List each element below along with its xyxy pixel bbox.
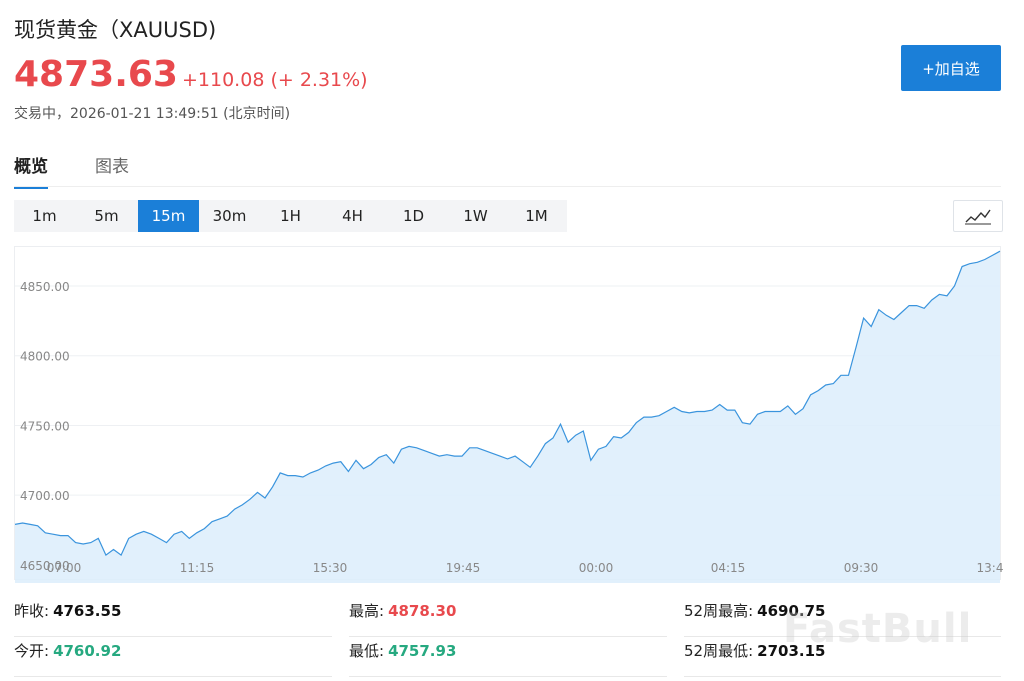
- y-axis-labels: 4650.00 4700.00 4750.00 4800.00 4850.00: [20, 280, 70, 573]
- price-change: +110.08 (+ 2.31%): [182, 69, 368, 91]
- interval-1mo[interactable]: 1M: [525, 207, 548, 225]
- stat-label: 最高:: [349, 602, 385, 620]
- price-line: [14, 250, 1001, 557]
- interval-selector: 1m 5m 15m 30m 1H 4H 1D 1W 1M: [14, 200, 567, 232]
- stat-label: 52周最低:: [684, 642, 754, 660]
- current-price: 4873.63: [14, 54, 178, 95]
- stat-prev-close: 昨收: 4763.55: [14, 600, 332, 637]
- stat-high: 最高: 4878.30: [349, 600, 667, 637]
- x-tick-label: 15:30: [313, 561, 348, 575]
- stat-value: 4878.30: [388, 602, 457, 620]
- stat-value: 2703.15: [757, 642, 826, 660]
- instrument-title: 现货黄金（XAUUSD): [14, 18, 217, 42]
- stat-value: 4760.92: [53, 642, 122, 660]
- interval-30m[interactable]: 30m: [212, 207, 247, 225]
- x-tick-label: 13:4: [977, 561, 1004, 575]
- x-tick-label: 04:15: [711, 561, 746, 575]
- y-tick-label: 4750.00: [20, 419, 70, 433]
- y-tick-label: 4650.00: [20, 559, 70, 573]
- x-tick-label: 00:00: [579, 561, 614, 575]
- x-tick-label: 09:30: [844, 561, 879, 575]
- stat-label: 今开:: [14, 642, 50, 660]
- stat-value: 4763.55: [53, 602, 122, 620]
- add-to-watchlist-button[interactable]: +加自选: [901, 45, 1001, 91]
- tab-bar: 概览 图表: [14, 150, 1001, 189]
- stat-label: 最低:: [349, 642, 385, 660]
- stat-low: 最低: 4757.93: [349, 640, 667, 677]
- interval-15m[interactable]: 15m: [138, 200, 199, 232]
- price-area-fill: [15, 251, 1000, 583]
- trading-status: 交易中，2026-01-21 13:49:51 (北京时间): [14, 106, 291, 122]
- interval-1w[interactable]: 1W: [463, 207, 488, 225]
- stat-value: 4690.75: [757, 602, 826, 620]
- price-chart[interactable]: 4650.00 4700.00 4750.00 4800.00 4850.00 07:0…: [0, 0, 1024, 590]
- watermark-logo: FastBull: [783, 606, 973, 652]
- interval-4h[interactable]: 4H: [342, 207, 363, 225]
- stat-label: 52周最高:: [684, 602, 754, 620]
- interval-1d[interactable]: 1D: [402, 207, 425, 225]
- interval-5m[interactable]: 5m: [94, 207, 119, 225]
- stats-panel: 昨收: 4763.55 今开: 4760.92 最高: 4878.30 最低: 4757…: [0, 590, 1024, 681]
- x-tick-label: 07:00: [47, 561, 82, 575]
- y-tick-label: 4700.00: [20, 489, 70, 503]
- stat-label: 昨收:: [14, 602, 50, 620]
- line-chart-icon: [965, 209, 991, 225]
- interval-1h[interactable]: 1H: [280, 207, 301, 225]
- y-tick-label: 4800.00: [20, 350, 70, 364]
- stat-value: 4757.93: [388, 642, 457, 660]
- x-tick-label: 19:45: [446, 561, 481, 575]
- chart-type-button[interactable]: [953, 200, 1003, 232]
- tab-overview[interactable]: 概览: [14, 152, 48, 189]
- y-tick-label: 4850.00: [20, 280, 70, 294]
- x-tick-label: 11:15: [180, 561, 215, 575]
- x-axis-labels: 07:00 11:15 15:30 19:45 00:00 04:15 09:30 13:4: [47, 561, 1004, 575]
- stat-52w-low: 52周最低: 2703.15: [684, 640, 1001, 677]
- stat-open: 今开: 4760.92: [14, 640, 332, 677]
- interval-1m[interactable]: 1m: [32, 207, 57, 225]
- stat-52w-high: 52周最高: 4690.75: [684, 600, 1001, 637]
- tab-charts[interactable]: 图表: [95, 157, 129, 177]
